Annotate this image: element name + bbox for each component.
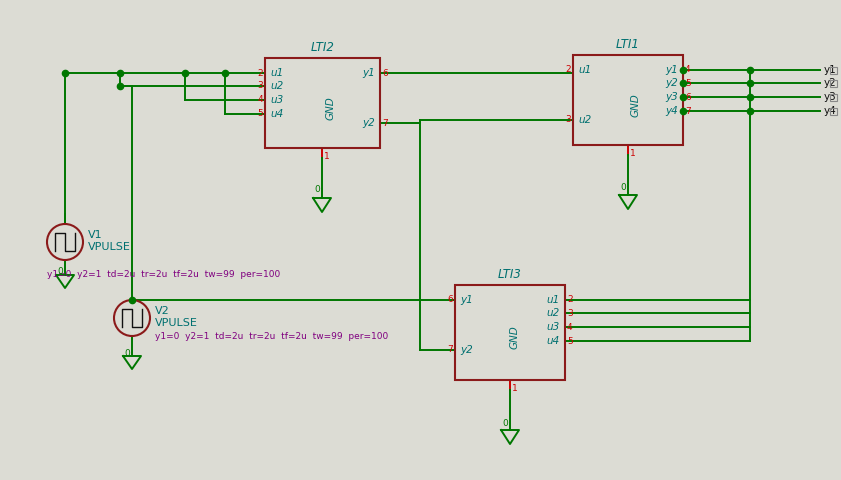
Text: LTI3: LTI3 bbox=[498, 268, 522, 281]
Text: 0: 0 bbox=[502, 419, 508, 428]
Text: GND: GND bbox=[510, 325, 520, 349]
Text: 2: 2 bbox=[567, 296, 573, 304]
Text: 2: 2 bbox=[257, 69, 263, 77]
Text: u1: u1 bbox=[578, 65, 591, 75]
Text: 4: 4 bbox=[567, 323, 573, 332]
Text: y2: y2 bbox=[362, 118, 375, 128]
Text: 5: 5 bbox=[567, 336, 573, 346]
Text: u2: u2 bbox=[270, 81, 283, 91]
Text: GND: GND bbox=[631, 93, 641, 117]
Text: y3: y3 bbox=[824, 92, 837, 102]
Text: u4: u4 bbox=[270, 109, 283, 119]
Bar bbox=[265, 58, 380, 148]
Text: 7: 7 bbox=[447, 346, 453, 355]
Text: 7: 7 bbox=[685, 107, 690, 116]
Text: 6: 6 bbox=[447, 296, 453, 304]
Text: y1=0  y2=1  td=2u  tr=2u  tf=2u  tw=99  per=100: y1=0 y2=1 td=2u tr=2u tf=2u tw=99 per=10… bbox=[155, 332, 389, 341]
Bar bbox=[831, 67, 838, 73]
Text: y1: y1 bbox=[362, 68, 375, 78]
Text: y1: y1 bbox=[824, 65, 837, 75]
Text: u2: u2 bbox=[547, 308, 560, 318]
Text: y1: y1 bbox=[460, 295, 473, 305]
Text: 3: 3 bbox=[565, 116, 571, 124]
Text: 7: 7 bbox=[382, 119, 388, 128]
Text: 6: 6 bbox=[382, 69, 388, 77]
Text: 0: 0 bbox=[315, 185, 320, 194]
Bar bbox=[831, 94, 838, 100]
Text: u1: u1 bbox=[547, 295, 560, 305]
Text: VPULSE: VPULSE bbox=[88, 242, 131, 252]
Text: y2: y2 bbox=[665, 78, 678, 88]
Text: GND: GND bbox=[325, 96, 336, 120]
Text: 1: 1 bbox=[324, 152, 330, 161]
Text: V2: V2 bbox=[155, 306, 170, 316]
Text: 1: 1 bbox=[630, 149, 636, 158]
Bar bbox=[455, 285, 565, 380]
Text: y1: y1 bbox=[665, 65, 678, 75]
Text: y2: y2 bbox=[824, 78, 837, 88]
Text: u3: u3 bbox=[547, 322, 560, 332]
Text: 6: 6 bbox=[685, 93, 690, 101]
Text: V1: V1 bbox=[88, 230, 103, 240]
Text: 2: 2 bbox=[565, 65, 571, 74]
Text: 5: 5 bbox=[257, 109, 263, 119]
Text: y3: y3 bbox=[665, 92, 678, 102]
Text: u1: u1 bbox=[270, 68, 283, 78]
Bar bbox=[573, 55, 683, 145]
Text: u3: u3 bbox=[270, 95, 283, 105]
Text: 3: 3 bbox=[567, 309, 573, 317]
Text: 3: 3 bbox=[257, 82, 263, 91]
Text: u2: u2 bbox=[578, 115, 591, 125]
Text: 0: 0 bbox=[57, 267, 63, 276]
Text: 0: 0 bbox=[124, 348, 130, 358]
Text: y2: y2 bbox=[460, 345, 473, 355]
Text: VPULSE: VPULSE bbox=[155, 318, 198, 328]
Text: y4: y4 bbox=[665, 106, 678, 116]
Text: u4: u4 bbox=[547, 336, 560, 346]
Text: y1=0  y2=1  td=2u  tr=2u  tf=2u  tw=99  per=100: y1=0 y2=1 td=2u tr=2u tf=2u tw=99 per=10… bbox=[47, 270, 280, 279]
Text: 5: 5 bbox=[685, 79, 690, 87]
Text: y4: y4 bbox=[824, 106, 837, 116]
Text: 4: 4 bbox=[685, 65, 690, 74]
Text: LTI1: LTI1 bbox=[616, 38, 640, 51]
Text: 0: 0 bbox=[621, 183, 626, 192]
Text: 4: 4 bbox=[257, 96, 263, 105]
Bar bbox=[831, 108, 838, 115]
Bar bbox=[831, 80, 838, 86]
Text: LTI2: LTI2 bbox=[310, 41, 335, 54]
Text: 1: 1 bbox=[512, 384, 518, 393]
